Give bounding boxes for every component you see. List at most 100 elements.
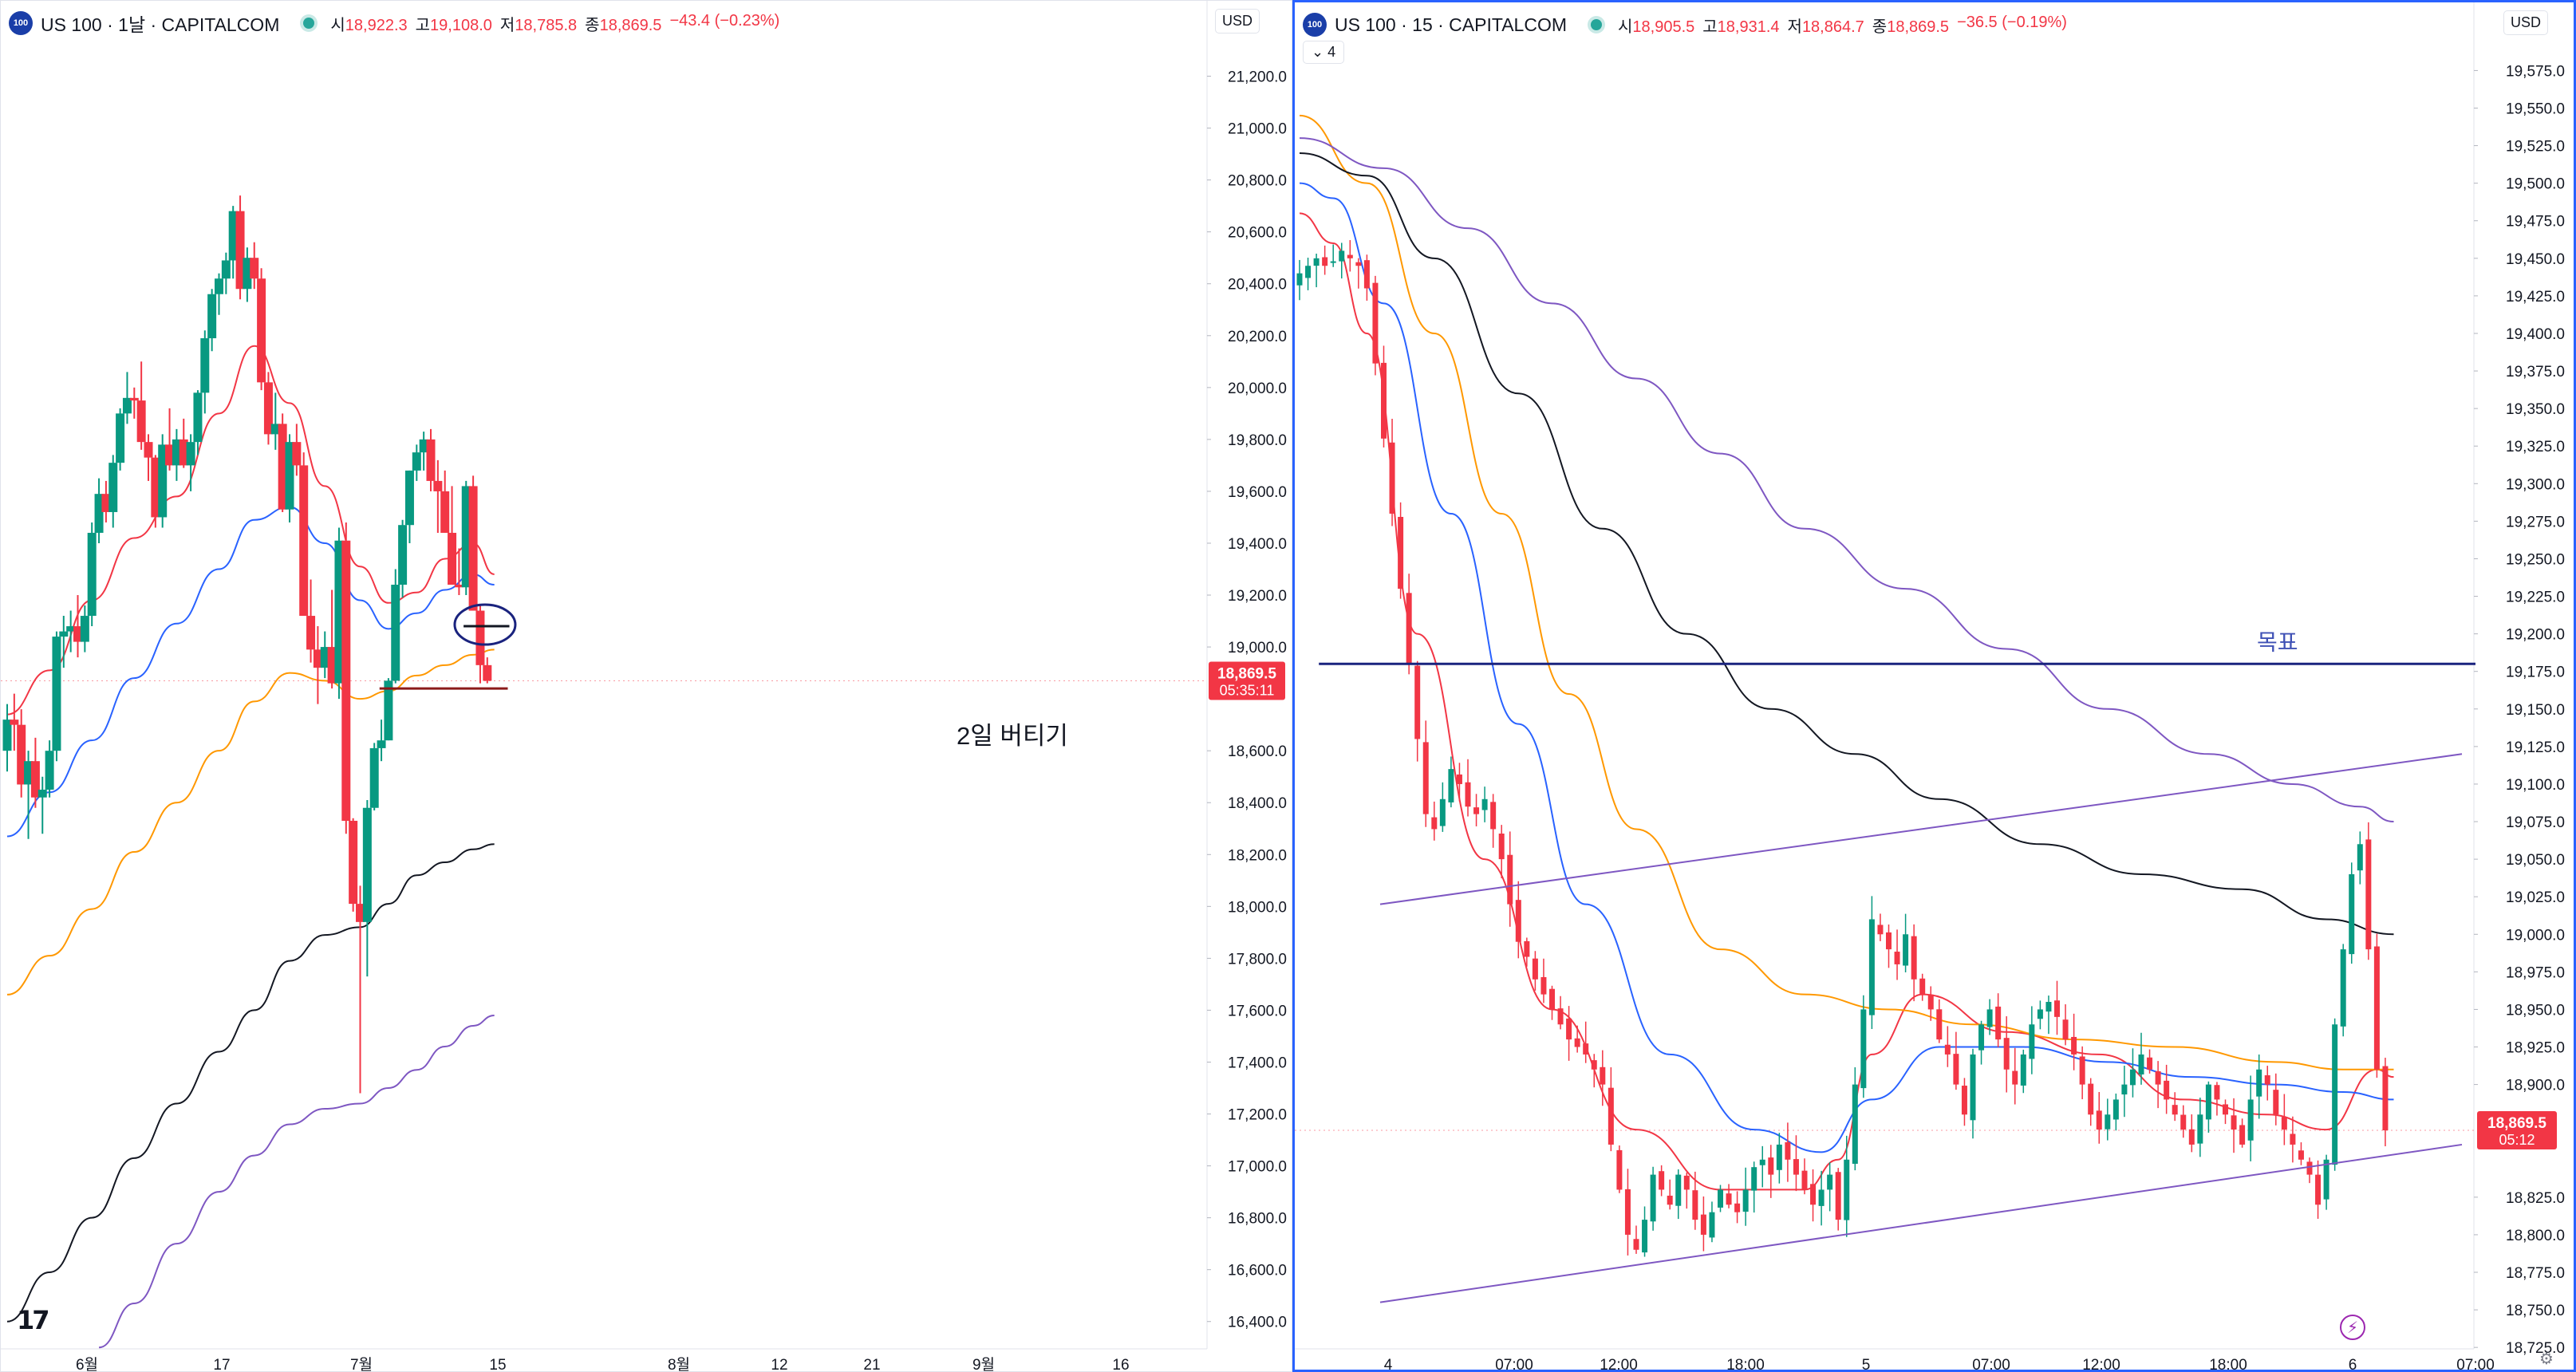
x-tick-label: 07:00 xyxy=(1972,1357,2010,1370)
candle-body xyxy=(1936,1009,1943,1040)
candle-body xyxy=(136,400,146,443)
moving-average-line-3 xyxy=(1299,152,2394,936)
left-chart-canvas[interactable]: 21,200.0 21,000.0 20,800.0 20,600.0 20,400.0… xyxy=(1,1,1292,1371)
candle-body xyxy=(2382,1066,2389,1131)
x-tick-label: 7월 xyxy=(350,1356,373,1371)
y-tick-label: 19,400.0 xyxy=(2506,326,2565,343)
candle-body xyxy=(362,807,372,922)
candle-body xyxy=(1532,958,1538,980)
y-tick-label: 19,050.0 xyxy=(2506,852,2565,869)
candle-body xyxy=(1675,1174,1682,1206)
candle-body xyxy=(1498,833,1505,860)
candle-body xyxy=(2239,1125,2246,1145)
candle-body xyxy=(80,616,89,642)
candle-body xyxy=(1339,250,1345,262)
x-tick-label: 8월 xyxy=(668,1356,690,1371)
left-chart-pane[interactable]: 21,200.0 21,000.0 20,800.0 20,600.0 20,400.0… xyxy=(0,0,1292,1372)
candle-body xyxy=(2003,1038,2010,1070)
right-chart-canvas[interactable]: 19,575.0 19,550.0 19,525.0 19,500.0 19,475.0… xyxy=(1295,2,2574,1370)
moving-average-line-2 xyxy=(1299,114,2394,1070)
candle-body xyxy=(369,747,379,808)
x-tick-label: 18:00 xyxy=(2209,1357,2247,1370)
candle-body xyxy=(448,532,457,585)
y-tick-label: 17,200.0 xyxy=(1228,1107,1287,1124)
currency-button[interactable]: USD xyxy=(2503,10,2549,35)
candle-body xyxy=(454,585,464,588)
candle-body xyxy=(24,761,34,785)
candle-body xyxy=(1709,1212,1715,1238)
candle-body xyxy=(2332,1024,2338,1165)
indicators-collapse-button[interactable]: ⌄ 4 xyxy=(1303,41,1345,64)
x-tick-label: 17 xyxy=(213,1357,230,1371)
candle-body xyxy=(306,616,316,650)
candle-body xyxy=(1642,1220,1648,1253)
candle-body xyxy=(2205,1084,2211,1120)
y-tick-label: 18,600.0 xyxy=(1228,743,1287,760)
x-tick-label: 9월 xyxy=(972,1356,995,1371)
candle-body xyxy=(1844,1159,1850,1220)
candle-body xyxy=(2349,873,2355,955)
y-tick-label: 19,200.0 xyxy=(2506,627,2565,644)
ohlc-readout: 시18,905.5 고18,931.4 저18,864.7 종18,869.5 … xyxy=(1618,13,2067,36)
candle-body xyxy=(1868,919,1875,1015)
moving-average-line-2 xyxy=(6,649,495,995)
lightning-icon[interactable]: ⚡ xyxy=(2340,1315,2365,1340)
x-tick-label: 12 xyxy=(771,1357,787,1371)
candle-body xyxy=(30,761,40,798)
moving-average-line-4 xyxy=(98,1014,495,1349)
y-tick-label: 16,400.0 xyxy=(1228,1315,1287,1331)
y-tick-label: 18,775.0 xyxy=(2506,1265,2565,1282)
y-tick-label: 19,600.0 xyxy=(1228,484,1287,501)
candle-body xyxy=(221,260,231,279)
candle-body xyxy=(1776,1144,1782,1170)
settings-gear-icon[interactable]: ⚙ xyxy=(2539,1350,2554,1368)
symbol-title[interactable]: US 100 · 15 · CAPITALCOM xyxy=(1335,14,1567,35)
candle-body xyxy=(2231,1115,2237,1130)
candle-body xyxy=(1659,1171,1665,1190)
candle-body xyxy=(1751,1167,1757,1191)
candle-body xyxy=(327,647,337,684)
candle-body xyxy=(461,486,471,588)
tradingview-logo[interactable]: 17 xyxy=(17,1305,49,1335)
currency-button[interactable]: USD xyxy=(1215,9,1260,34)
y-tick-label: 19,800.0 xyxy=(1228,432,1287,449)
candle-body xyxy=(235,211,245,290)
y-tick-label: 19,275.0 xyxy=(2506,514,2565,530)
candle-body xyxy=(228,211,238,261)
right-chart-pane[interactable]: 19,575.0 19,550.0 19,525.0 19,500.0 19,475.0… xyxy=(1292,0,2576,1372)
y-tick-label: 20,200.0 xyxy=(1228,329,1287,345)
candle-body xyxy=(1608,1087,1614,1145)
y-tick-label: 20,000.0 xyxy=(1228,380,1287,397)
candle-body xyxy=(158,444,168,518)
y-tick-label: 17,800.0 xyxy=(1228,951,1287,968)
candle-body xyxy=(398,525,408,585)
candle-body xyxy=(1919,978,1926,995)
x-tick-label: 15 xyxy=(489,1357,506,1371)
candle-body xyxy=(1422,742,1429,814)
symbol-title[interactable]: US 100 · 1날 · CAPITALCOM xyxy=(41,14,280,35)
price-tag xyxy=(2477,1111,2557,1150)
candle-body xyxy=(2180,1114,2187,1130)
candle-body xyxy=(59,631,69,637)
symbol-logo-icon[interactable]: 100 xyxy=(9,11,33,35)
candle-body xyxy=(440,491,450,533)
y-tick-label: 21,200.0 xyxy=(1228,69,1287,86)
symbol-logo-icon[interactable]: 100 xyxy=(1303,13,1327,37)
y-tick-label: 19,525.0 xyxy=(2506,139,2565,156)
candle-body xyxy=(45,751,54,790)
candle-body xyxy=(37,789,47,798)
candle-body xyxy=(278,424,287,510)
candle-body xyxy=(1566,1018,1572,1040)
candle-body xyxy=(257,278,266,383)
y-tick-label: 18,825.0 xyxy=(2506,1190,2565,1207)
y-tick-label: 19,100.0 xyxy=(2506,777,2565,794)
y-tick-label: 17,000.0 xyxy=(1228,1159,1287,1176)
candle-body xyxy=(1363,260,1370,289)
y-tick-label: 19,375.0 xyxy=(2506,364,2565,380)
candle-body xyxy=(1296,273,1303,286)
candle-body xyxy=(2138,1054,2144,1075)
candle-body xyxy=(1398,516,1404,589)
candle-body xyxy=(1456,774,1462,784)
candle-body xyxy=(1827,1174,1833,1190)
candle-body xyxy=(2281,1117,2287,1130)
